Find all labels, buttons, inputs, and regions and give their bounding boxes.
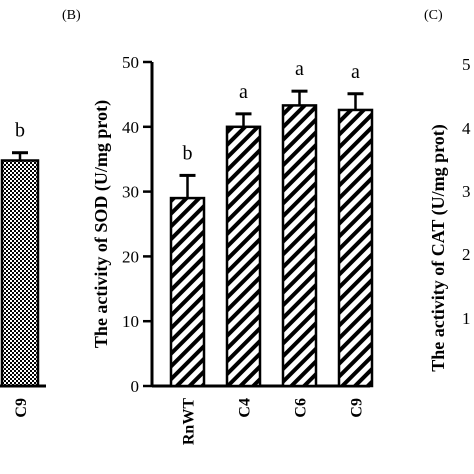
left-partial-category-label: C9 [13, 398, 30, 418]
panel-c-y-tick-label: 1 [462, 309, 471, 328]
panel-b-bar-c9 [337, 108, 374, 388]
panel-b-category-label-rnwt: RnWT [181, 398, 198, 445]
panel-c: (C) The activity of CAT (U/mg prot) 1 2 3 4… [424, 8, 471, 372]
panel-b-y-tick-label: 50 [122, 53, 139, 72]
panel-b-bar-c6 [281, 104, 318, 388]
panel-b-category-label-c9: C9 [349, 398, 366, 418]
left-partial-panel: b C9 [0, 120, 46, 418]
panel-b-y-tick-label: 10 [122, 312, 139, 331]
panel-b-sig-label-rnwt: b [183, 142, 193, 164]
panel-b-y-ticks: 0 10 20 30 40 50 [122, 53, 152, 396]
panel-b-category-label-c6: C6 [293, 398, 310, 418]
panel-b-bar-group-c9: a C9 [337, 61, 374, 418]
panel-b: (B) The activity of SOD (U/mg prot) 0 10 2… [62, 8, 374, 445]
panel-b-bar-group-c4: a C4 [225, 81, 262, 418]
panel-b-bar-group-rnwt: b RnWT [169, 142, 206, 445]
panel-b-sig-label-c4: a [239, 81, 248, 103]
panel-c-y-tick-label: 4 [462, 119, 471, 138]
panel-c-y-tick-label: 3 [462, 182, 471, 201]
panel-b-y-tick-label: 30 [122, 183, 139, 202]
panel-b-label: (B) [62, 8, 81, 23]
panel-b-bar-group-c6: a C6 [281, 58, 318, 418]
left-partial-error-bar [12, 151, 28, 161]
left-partial-sig-label: b [15, 120, 25, 142]
panel-b-y-tick-label: 0 [131, 377, 140, 396]
panel-b-category-label-c4: C4 [237, 398, 254, 418]
panel-b-bar-c4 [225, 125, 262, 388]
panel-c-y-tick-label: 2 [462, 245, 471, 264]
panel-b-y-axis-title: The activity of SOD (U/mg prot) [91, 100, 112, 348]
panel-c-y-axis-title: The activity of CAT (U/mg prot) [428, 124, 449, 371]
left-partial-bar [0, 159, 40, 388]
panel-b-sig-label-c9: a [351, 61, 360, 83]
panel-c-label: (C) [424, 8, 443, 23]
panel-c-y-tick-label: 5 [462, 55, 471, 74]
panel-b-y-tick-label: 20 [122, 247, 139, 266]
panel-b-bars: b RnWT a C4 a C6 a C9 [169, 58, 374, 445]
panel-b-bar-rnwt [169, 196, 206, 388]
panel-b-sig-label-c6: a [295, 58, 304, 80]
panel-c-y-ticks: 1 2 3 4 5 [462, 55, 471, 328]
panel-b-y-tick-label: 40 [122, 118, 139, 137]
